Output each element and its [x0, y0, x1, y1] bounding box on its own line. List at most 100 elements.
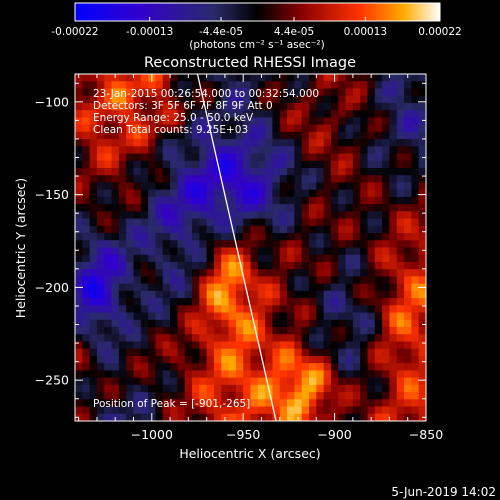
- heatmap-cell: [367, 370, 376, 379]
- heatmap-cell: [382, 233, 391, 241]
- heatmap-cell: [352, 298, 361, 306]
- heatmap-cell: [96, 276, 105, 285]
- heatmap-cell: [155, 88, 164, 97]
- heatmap-cell: [309, 74, 317, 82]
- heatmap-cell: [75, 175, 83, 184]
- heatmap-cell: [323, 269, 332, 278]
- heatmap-cell: [118, 160, 127, 169]
- heatmap-cell: [184, 341, 193, 350]
- heatmap-cell: [345, 95, 354, 104]
- heatmap-cell: [330, 218, 339, 227]
- heatmap-cell: [133, 117, 142, 126]
- heatmap-cell: [148, 348, 157, 357]
- heatmap-cell: [82, 319, 91, 328]
- heatmap-cell: [352, 139, 361, 147]
- heatmap-cell: [228, 334, 237, 343]
- heatmap-cell: [235, 406, 244, 415]
- heatmap-cell: [287, 81, 295, 90]
- heatmap-cell: [206, 327, 215, 335]
- heatmap-cell: [104, 102, 113, 111]
- heatmap-cell: [148, 290, 157, 299]
- heatmap-cell: [265, 298, 274, 306]
- heatmap-cell: [352, 167, 361, 176]
- heatmap-cell: [367, 175, 376, 184]
- heatmap-cell: [221, 261, 230, 270]
- heatmap-cell: [111, 117, 120, 126]
- heatmap-cell: [104, 167, 113, 176]
- heatmap-cell: [411, 348, 420, 357]
- heatmap-cell: [235, 298, 244, 306]
- heatmap-cell: [418, 139, 426, 147]
- heatmap-cell: [287, 88, 295, 97]
- heatmap-cell: [287, 305, 295, 314]
- heatmap-cell: [104, 233, 113, 241]
- heatmap-cell: [96, 81, 105, 90]
- heatmap-cell: [294, 182, 303, 191]
- heatmap-cell: [345, 211, 354, 220]
- heatmap-cell: [279, 124, 288, 133]
- heatmap-cell: [250, 298, 259, 306]
- heatmap-cell: [323, 319, 332, 328]
- heatmap-cell: [309, 312, 317, 321]
- heatmap-cell: [309, 334, 317, 343]
- heatmap-cell: [345, 370, 354, 379]
- heatmap-cell: [418, 167, 426, 176]
- heatmap-cell: [367, 283, 376, 292]
- heatmap-cell: [104, 334, 113, 343]
- heatmap-cell: [199, 319, 208, 328]
- heatmap-cell: [148, 225, 157, 234]
- heatmap-cell: [96, 370, 105, 379]
- heatmap-cell: [418, 261, 426, 270]
- heatmap-cell: [155, 240, 164, 249]
- heatmap-cell: [104, 175, 113, 184]
- heatmap-cell: [330, 370, 339, 379]
- heatmap-cell: [257, 319, 266, 328]
- heatmap-cell: [374, 319, 383, 328]
- heatmap-cell: [316, 189, 325, 198]
- heatmap-cell: [411, 218, 420, 227]
- heatmap-cell: [272, 160, 281, 169]
- heatmap-cell: [250, 254, 259, 263]
- heatmap-cell: [404, 406, 412, 415]
- heatmap-cell: [411, 261, 420, 270]
- heatmap-cell: [272, 269, 281, 278]
- heatmap-cell: [170, 355, 178, 364]
- heatmap-cell: [257, 233, 266, 241]
- heatmap-cell: [309, 377, 317, 386]
- heatmap-cell: [279, 233, 288, 241]
- heatmap-cell: [287, 384, 295, 393]
- heatmap-cell: [374, 334, 383, 343]
- heatmap-cell: [389, 225, 398, 234]
- heatmap-cell: [228, 319, 237, 328]
- heatmap-cell: [126, 370, 135, 379]
- heatmap-cell: [213, 283, 222, 292]
- heatmap-cell: [382, 81, 391, 90]
- heatmap-cell: [148, 341, 157, 350]
- heatmap-cell: [155, 233, 164, 241]
- heatmap-cell: [338, 233, 347, 241]
- heatmap-cell: [111, 269, 120, 278]
- heatmap-cell: [309, 88, 317, 97]
- heatmap-cell: [352, 95, 361, 104]
- heatmap-cell: [352, 276, 361, 285]
- heatmap-cell: [192, 384, 200, 393]
- heatmap-cell: [75, 102, 83, 111]
- heatmap-cell: [199, 160, 208, 169]
- heatmap-cell: [367, 305, 376, 314]
- heatmap-cell: [265, 406, 274, 415]
- heatmap-cell: [170, 283, 178, 292]
- heatmap-cell: [89, 240, 98, 249]
- heatmap-cell: [316, 305, 325, 314]
- heatmap-cell: [155, 399, 164, 408]
- heatmap-cell: [213, 290, 222, 299]
- heatmap-cell: [301, 102, 310, 111]
- heatmap-cell: [418, 131, 426, 140]
- heatmap-cell: [96, 182, 105, 191]
- heatmap-cell: [243, 146, 252, 155]
- heatmap-cell: [75, 348, 83, 357]
- heatmap-cell: [411, 81, 420, 90]
- heatmap-cell: [243, 117, 252, 126]
- heatmap-cell: [272, 74, 281, 82]
- heatmap-cell: [330, 167, 339, 176]
- heatmap-cell: [199, 290, 208, 299]
